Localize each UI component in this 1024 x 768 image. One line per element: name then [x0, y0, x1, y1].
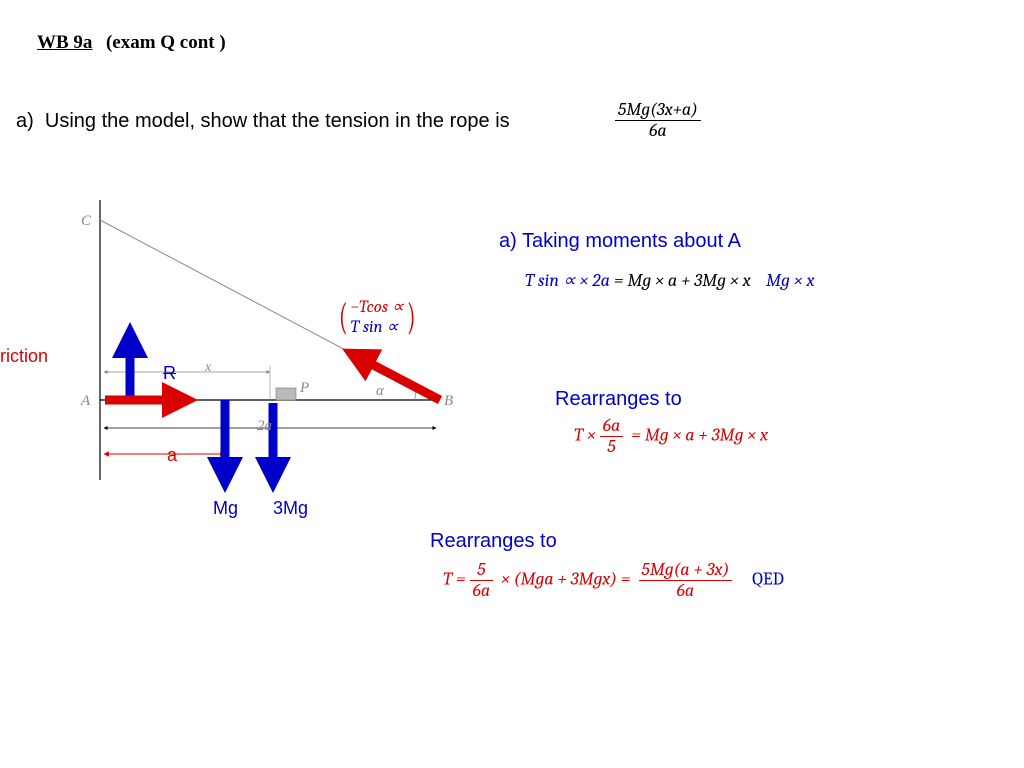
eq3: T = 56a × (Mga + 3Mgx) = 5Mg(a + 3x)6a Q… — [443, 560, 784, 601]
step3-label: Rearranges to — [430, 530, 557, 553]
label-alpha: α — [376, 383, 384, 400]
label-2a: 2a — [257, 418, 272, 435]
eq1: T sin ∝ × 2a = Mg × a + 3Mg × x — [525, 270, 751, 291]
t-components: ( −Tcos ∝ T sin ∝ ) — [336, 295, 418, 339]
question-line: a) Using the model, show that the tensio… — [16, 110, 510, 133]
label-x: x — [205, 360, 211, 376]
label-C: C — [81, 213, 91, 230]
label-B: B — [444, 393, 453, 410]
label-R: R — [163, 363, 176, 384]
diagram — [0, 190, 470, 530]
question-answer-frac: 5Mg(3x+a) 6a — [615, 100, 701, 141]
question-text: Using the model, show that the tension i… — [45, 110, 510, 132]
label-Mg: Mg — [213, 498, 238, 519]
title: WB 9a (exam Q cont ) — [37, 32, 226, 54]
label-3Mg: 3Mg — [273, 498, 308, 519]
title-paren: (exam Q cont ) — [96, 32, 225, 53]
eq2: T × 6a5 = Mg × a + 3Mg × x — [574, 416, 768, 457]
label-A: A — [81, 393, 90, 410]
question-marker: a) — [16, 110, 34, 132]
title-main: WB 9a — [37, 32, 92, 53]
label-P: P — [300, 380, 309, 397]
step1-label: a) Taking moments about A — [499, 230, 741, 253]
step2-label: Rearranges to — [555, 388, 682, 411]
label-a: a — [167, 445, 177, 466]
label-friction: riction — [0, 346, 48, 367]
